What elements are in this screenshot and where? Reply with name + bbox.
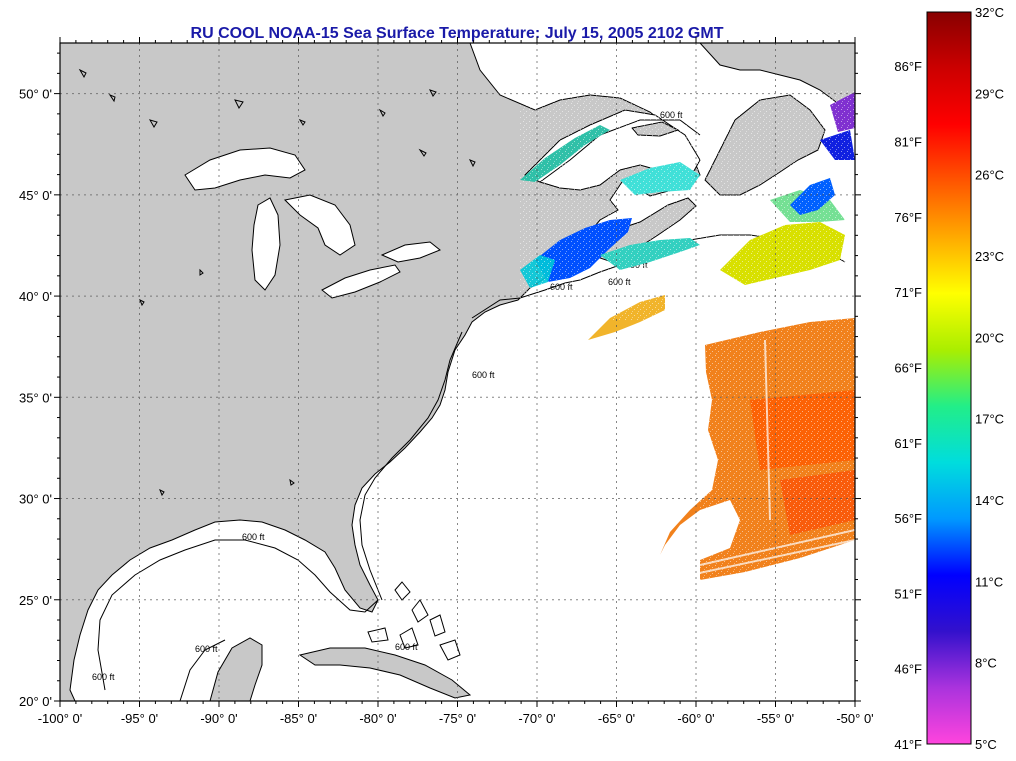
colorbar-celsius-label: 14°C bbox=[975, 493, 1004, 508]
contour-label: 600 ft bbox=[242, 532, 265, 542]
small-lakes bbox=[78, 68, 476, 497]
lon-tick-label: -85° 0' bbox=[280, 711, 317, 726]
latitude-axis: 20° 0' 25° 0' 30° 0' 35° 0' 40° 0' 45° 0' 50° … bbox=[19, 52, 861, 709]
land-labrador bbox=[699, 43, 855, 106]
contour-label: 600 ft bbox=[472, 370, 495, 380]
longitude-axis: -100° 0' -95° 0' -90° 0' -85° 0' -80° 0' -75°… bbox=[38, 37, 874, 726]
lake-huron bbox=[283, 194, 356, 256]
sst-swath-texture bbox=[700, 318, 855, 583]
lon-tick-label: -80° 0' bbox=[359, 711, 396, 726]
contour-label: 600 ft bbox=[195, 644, 218, 654]
lat-tick-label: 25° 0' bbox=[19, 593, 52, 608]
colorbar-celsius-label: 32°C bbox=[975, 5, 1004, 20]
lon-tick-label: -100° 0' bbox=[38, 711, 83, 726]
lat-tick-label: 45° 0' bbox=[19, 188, 52, 203]
land-yucatan bbox=[209, 637, 263, 701]
colorbar-fahrenheit-label: 61°F bbox=[894, 436, 922, 451]
colorbar-celsius-label: 29°C bbox=[975, 86, 1004, 101]
sst-north-texture bbox=[520, 90, 855, 320]
map-content: 600 ft 600 ft 600 ft 600 ft 600 ft 600 f… bbox=[60, 43, 855, 701]
colorbar-bar bbox=[926, 11, 972, 745]
lon-tick-label: -50° 0' bbox=[836, 711, 873, 726]
lake-erie bbox=[321, 264, 401, 299]
lon-tick-label: -90° 0' bbox=[200, 711, 237, 726]
colorbar-fahrenheit-label: 71°F bbox=[894, 285, 922, 300]
colorbar-celsius-label: 5°C bbox=[975, 737, 997, 752]
land-bahamas bbox=[367, 581, 461, 661]
colorbar-celsius-labels: 32°C 29°C 26°C 23°C 20°C 17°C 14°C 11°C 8°C 5°C bbox=[975, 5, 1004, 752]
lon-tick-label: -95° 0' bbox=[121, 711, 158, 726]
lat-tick-label: 40° 0' bbox=[19, 289, 52, 304]
colorbar-fahrenheit-label: 41°F bbox=[894, 737, 922, 752]
colorbar-fahrenheit-label: 86°F bbox=[894, 59, 922, 74]
colorbar-fahrenheit-label: 46°F bbox=[894, 662, 922, 677]
lake-superior bbox=[184, 147, 306, 191]
colorbar-celsius-label: 8°C bbox=[975, 656, 997, 671]
lat-tick-label: 20° 0' bbox=[19, 694, 52, 709]
graticule bbox=[60, 43, 855, 701]
lake-michigan bbox=[251, 197, 281, 291]
lake-ontario bbox=[380, 241, 441, 263]
colorbar: 32°C 29°C 26°C 23°C 20°C 17°C 14°C 11°C 8°C 5°C 8… bbox=[894, 5, 1004, 752]
colorbar-fahrenheit-label: 76°F bbox=[894, 210, 922, 225]
colorbar-celsius-label: 11°C bbox=[975, 574, 1003, 589]
colorbar-fahrenheit-label: 66°F bbox=[894, 360, 922, 375]
colorbar-celsius-label: 23°C bbox=[975, 249, 1004, 264]
land-cuba bbox=[298, 647, 472, 699]
cloud-streaks bbox=[689, 339, 855, 576]
colorbar-celsius-label: 17°C bbox=[975, 412, 1004, 427]
sst-data-layer bbox=[520, 90, 855, 583]
colorbar-celsius-label: 20°C bbox=[975, 330, 1004, 345]
lat-tick-label: 50° 0' bbox=[19, 87, 52, 102]
colorbar-fahrenheit-label: 81°F bbox=[894, 135, 922, 150]
lon-tick-label: -70° 0' bbox=[518, 711, 555, 726]
lat-tick-label: 35° 0' bbox=[19, 390, 52, 405]
lon-tick-label: -55° 0' bbox=[757, 711, 794, 726]
lon-tick-label: -60° 0' bbox=[677, 711, 714, 726]
contour-label: 600 ft bbox=[395, 642, 418, 652]
colorbar-fahrenheit-labels: 86°F 81°F 76°F 71°F 66°F 61°F 56°F 51°F 46°F 41°F bbox=[894, 59, 922, 752]
colorbar-fahrenheit-label: 56°F bbox=[894, 511, 922, 526]
colorbar-fahrenheit-label: 51°F bbox=[894, 586, 922, 601]
map-title: RU COOL NOAA-15 Sea Surface Temperature:… bbox=[191, 25, 724, 42]
lon-tick-label: -65° 0' bbox=[598, 711, 635, 726]
colorbar-celsius-label: 26°C bbox=[975, 168, 1004, 183]
lat-tick-label: 30° 0' bbox=[19, 492, 52, 507]
contour-label: 600 ft bbox=[92, 672, 115, 682]
lon-tick-label: -75° 0' bbox=[439, 711, 476, 726]
